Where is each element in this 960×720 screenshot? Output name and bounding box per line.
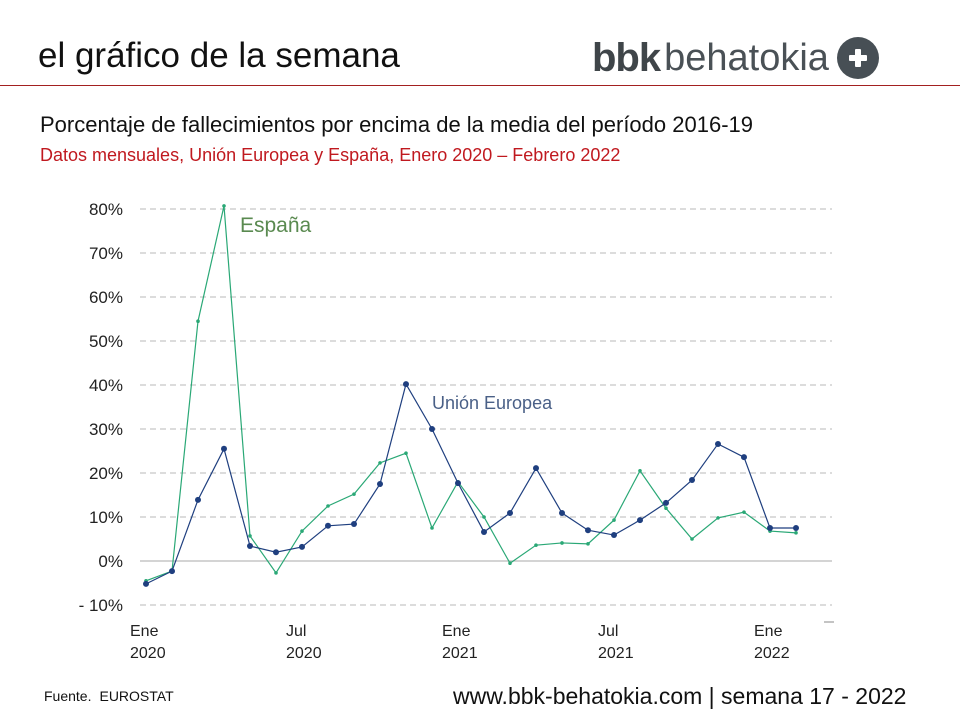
data-point-eu: [559, 510, 565, 517]
bbk-behatokia-logo: bbk behatokia: [592, 36, 879, 80]
data-point-eu: [611, 532, 617, 539]
x-tick-label-month: Ene: [130, 623, 159, 640]
data-point-spain: [716, 516, 720, 520]
data-point-eu: [221, 445, 227, 452]
data-point-eu: [767, 525, 773, 531]
source-value: EUROSTAT: [99, 688, 174, 704]
x-tick-label-month: Jul: [286, 623, 306, 640]
data-point-eu: [195, 496, 201, 503]
data-point-eu: [247, 543, 253, 550]
logo-bbk-text: bbk: [592, 35, 661, 80]
data-point-eu: [325, 522, 331, 529]
y-tick-label: 10%: [89, 508, 123, 527]
header-title: el gráfico de la semana: [38, 36, 400, 75]
x-tick-label-year: 2022: [754, 645, 790, 662]
chart-subtitle: Datos mensuales, Unión Europea y España,…: [40, 145, 621, 165]
data-point-eu: [663, 499, 669, 506]
data-point-spain: [508, 561, 512, 565]
data-point-spain: [586, 542, 590, 546]
data-point-eu: [403, 381, 409, 388]
source-label: Fuente.: [44, 688, 92, 704]
data-point-spain: [482, 515, 486, 519]
data-point-eu: [351, 521, 357, 528]
plus-circle-icon: [836, 37, 879, 79]
y-tick-label: 0%: [98, 552, 123, 571]
y-tick-label: 80%: [89, 200, 123, 219]
chart-title: Porcentaje de fallecimientos por encima …: [40, 112, 753, 137]
data-point-eu: [481, 528, 487, 535]
data-point-eu: [689, 477, 695, 484]
data-point-spain: [534, 543, 538, 547]
series-label-eu: Unión Europea: [432, 393, 553, 413]
y-tick-label: 70%: [89, 244, 123, 263]
data-point-eu: [793, 525, 799, 531]
data-point-eu: [533, 465, 539, 472]
data-point-spain: [742, 510, 746, 514]
y-tick-label: 20%: [89, 464, 123, 483]
data-point-spain: [430, 526, 434, 530]
data-point-spain: [274, 571, 278, 575]
series-line-eu: [145, 382, 796, 585]
header-divider: [0, 85, 960, 86]
data-point-eu: [507, 510, 513, 517]
data-point-spain: [300, 529, 304, 533]
y-tick-label: 60%: [89, 288, 123, 307]
y-tick-label: 40%: [89, 376, 123, 395]
data-point-eu: [455, 480, 461, 487]
x-tick-label-year: 2020: [286, 645, 322, 662]
data-point-spain: [196, 319, 200, 324]
x-tick-label-month: Ene: [442, 623, 471, 640]
data-point-eu: [169, 568, 175, 575]
x-tick-label-year: 2021: [598, 645, 634, 662]
x-tick-label-year: 2021: [442, 645, 478, 662]
data-point-eu: [429, 426, 435, 432]
data-point-eu: [299, 543, 305, 550]
data-point-spain: [404, 451, 408, 456]
data-point-eu: [741, 454, 747, 461]
data-point-spain: [378, 461, 382, 465]
data-point-eu: [585, 527, 591, 534]
series-label-spain: España: [240, 214, 312, 237]
data-point-spain: [612, 518, 616, 522]
data-point-eu: [637, 517, 643, 524]
source-note: Fuente. EUROSTAT: [44, 688, 174, 704]
data-point-spain: [638, 469, 642, 473]
data-point-spain: [326, 504, 330, 508]
data-point-spain: [222, 204, 226, 208]
data-point-spain: [248, 534, 252, 538]
x-tick-label-year: 2020: [130, 645, 166, 662]
data-point-eu: [143, 580, 149, 587]
data-point-eu: [377, 481, 383, 487]
data-point-spain: [560, 541, 564, 545]
x-tick-label-month: Ene: [754, 623, 783, 640]
logo-behatokia-text: behatokia: [664, 36, 829, 79]
data-point-spain: [664, 506, 668, 511]
data-point-eu: [715, 440, 721, 447]
x-tick-label-month: Jul: [598, 623, 618, 640]
data-point-spain: [690, 537, 694, 541]
data-point-spain: [794, 531, 798, 535]
data-point-spain: [352, 492, 356, 496]
data-point-eu: [273, 549, 279, 556]
series-line-spain: [145, 205, 797, 582]
y-tick-label: 50%: [89, 332, 123, 351]
y-tick-label: 30%: [89, 420, 123, 439]
y-tick-label: - 10%: [79, 596, 123, 615]
footer-site: www.bbk-behatokia.com | semana 17 - 2022: [453, 683, 907, 709]
